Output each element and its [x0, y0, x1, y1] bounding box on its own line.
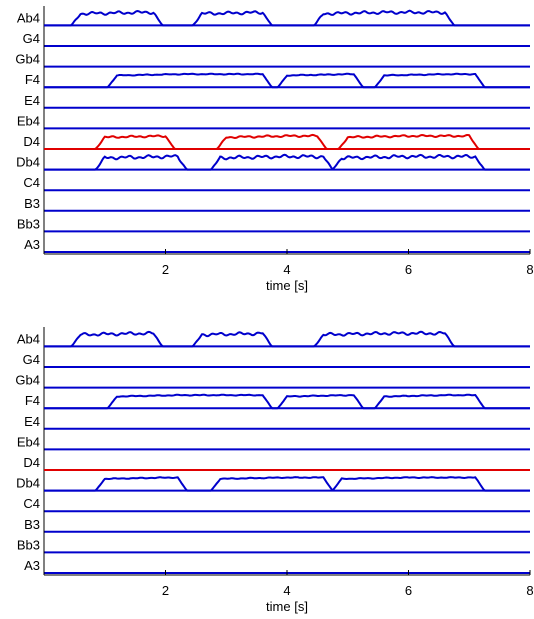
x-tick-label: 4: [283, 583, 290, 598]
note-label: D4: [23, 455, 40, 470]
note-label: Ab4: [17, 331, 40, 346]
note-label: F4: [25, 72, 40, 87]
series-trace-Ab4: [44, 330, 530, 348]
series-trace-F4: [44, 393, 530, 410]
note-label: Ab4: [17, 10, 40, 25]
series-trace-Db4: [44, 153, 530, 171]
x-tick-label: 6: [405, 583, 412, 598]
note-label: Eb4: [17, 434, 40, 449]
x-axis-label: time [s]: [266, 278, 308, 293]
note-label: A3: [24, 237, 40, 252]
note-label: F4: [25, 393, 40, 408]
note-label: B3: [24, 196, 40, 211]
x-axis-label: time [s]: [266, 599, 308, 614]
series-trace-Db4: [44, 476, 530, 492]
note-label: C4: [23, 496, 40, 511]
series-trace-F4: [44, 72, 530, 89]
x-tick-label: 2: [162, 583, 169, 598]
note-label: Db4: [16, 155, 40, 170]
chart-panel-bottom: A3 Bb3 B3 C4 Db4 D4 Eb4 E4 F4 Gb4 G4 Ab4 2 4 6 8 time [s…: [15, 327, 534, 614]
note-label: Bb3: [17, 216, 40, 231]
note-label: C4: [23, 175, 40, 190]
x-tick-label: 8: [526, 262, 533, 277]
note-label: G4: [23, 352, 40, 367]
note-label: B3: [24, 517, 40, 532]
note-label: Bb3: [17, 537, 40, 552]
series-trace-Ab4: [44, 9, 530, 27]
note-label: Eb4: [17, 113, 40, 128]
series-trace-D4: [44, 133, 530, 150]
note-label: E4: [24, 414, 40, 429]
x-tick-label: 2: [162, 262, 169, 277]
x-tick-label: 4: [283, 262, 290, 277]
note-label: A3: [24, 558, 40, 573]
note-label: Db4: [16, 476, 40, 491]
x-tick-label: 8: [526, 583, 533, 598]
note-label: Gb4: [15, 52, 40, 67]
note-label: G4: [23, 31, 40, 46]
note-label: E4: [24, 93, 40, 108]
chart-panel-top: A3 Bb3 B3 C4 Db4 D4 Eb4 E4 F4 Gb4 G4 Ab4 2 4 6 8 time [s…: [15, 6, 534, 293]
note-label: D4: [23, 134, 40, 149]
x-tick-label: 6: [405, 262, 412, 277]
note-label: Gb4: [15, 373, 40, 388]
